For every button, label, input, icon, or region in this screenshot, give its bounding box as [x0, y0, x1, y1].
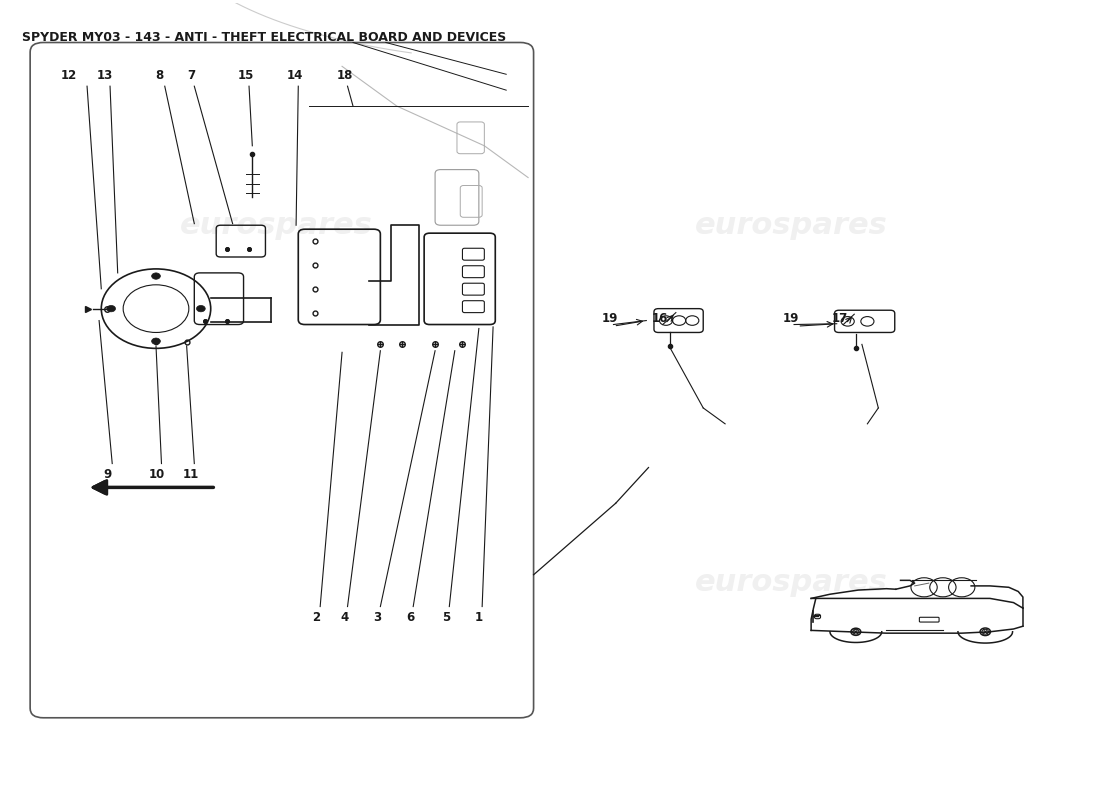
Text: 11: 11	[183, 467, 199, 481]
Text: eurospares: eurospares	[694, 568, 888, 598]
Text: eurospares: eurospares	[180, 210, 373, 240]
FancyArrowPatch shape	[94, 482, 213, 493]
Text: 1: 1	[475, 610, 483, 623]
Text: 2: 2	[311, 610, 320, 623]
Text: 13: 13	[97, 70, 112, 82]
FancyArrowPatch shape	[92, 481, 202, 494]
Text: 19: 19	[602, 311, 618, 325]
Circle shape	[152, 273, 161, 279]
Circle shape	[107, 306, 116, 312]
Text: 12: 12	[60, 70, 77, 82]
Text: 9: 9	[103, 467, 112, 481]
Text: 16: 16	[651, 311, 668, 325]
Text: 17: 17	[832, 311, 848, 325]
Text: eurospares: eurospares	[694, 210, 888, 240]
Text: 18: 18	[338, 70, 353, 82]
Text: 19: 19	[782, 311, 799, 325]
Text: 14: 14	[287, 70, 304, 82]
Text: 8: 8	[155, 70, 164, 82]
Text: 5: 5	[442, 610, 450, 623]
Text: SPYDER MY03 - 143 - ANTI - THEFT ELECTRICAL BOARD AND DEVICES: SPYDER MY03 - 143 - ANTI - THEFT ELECTRI…	[22, 30, 507, 43]
Text: 6: 6	[406, 610, 414, 623]
Text: 3: 3	[373, 610, 381, 623]
Circle shape	[197, 306, 206, 312]
Text: 10: 10	[148, 467, 165, 481]
Circle shape	[152, 338, 161, 344]
Text: 4: 4	[340, 610, 349, 623]
Text: 15: 15	[238, 70, 254, 82]
Text: 7: 7	[187, 70, 195, 82]
